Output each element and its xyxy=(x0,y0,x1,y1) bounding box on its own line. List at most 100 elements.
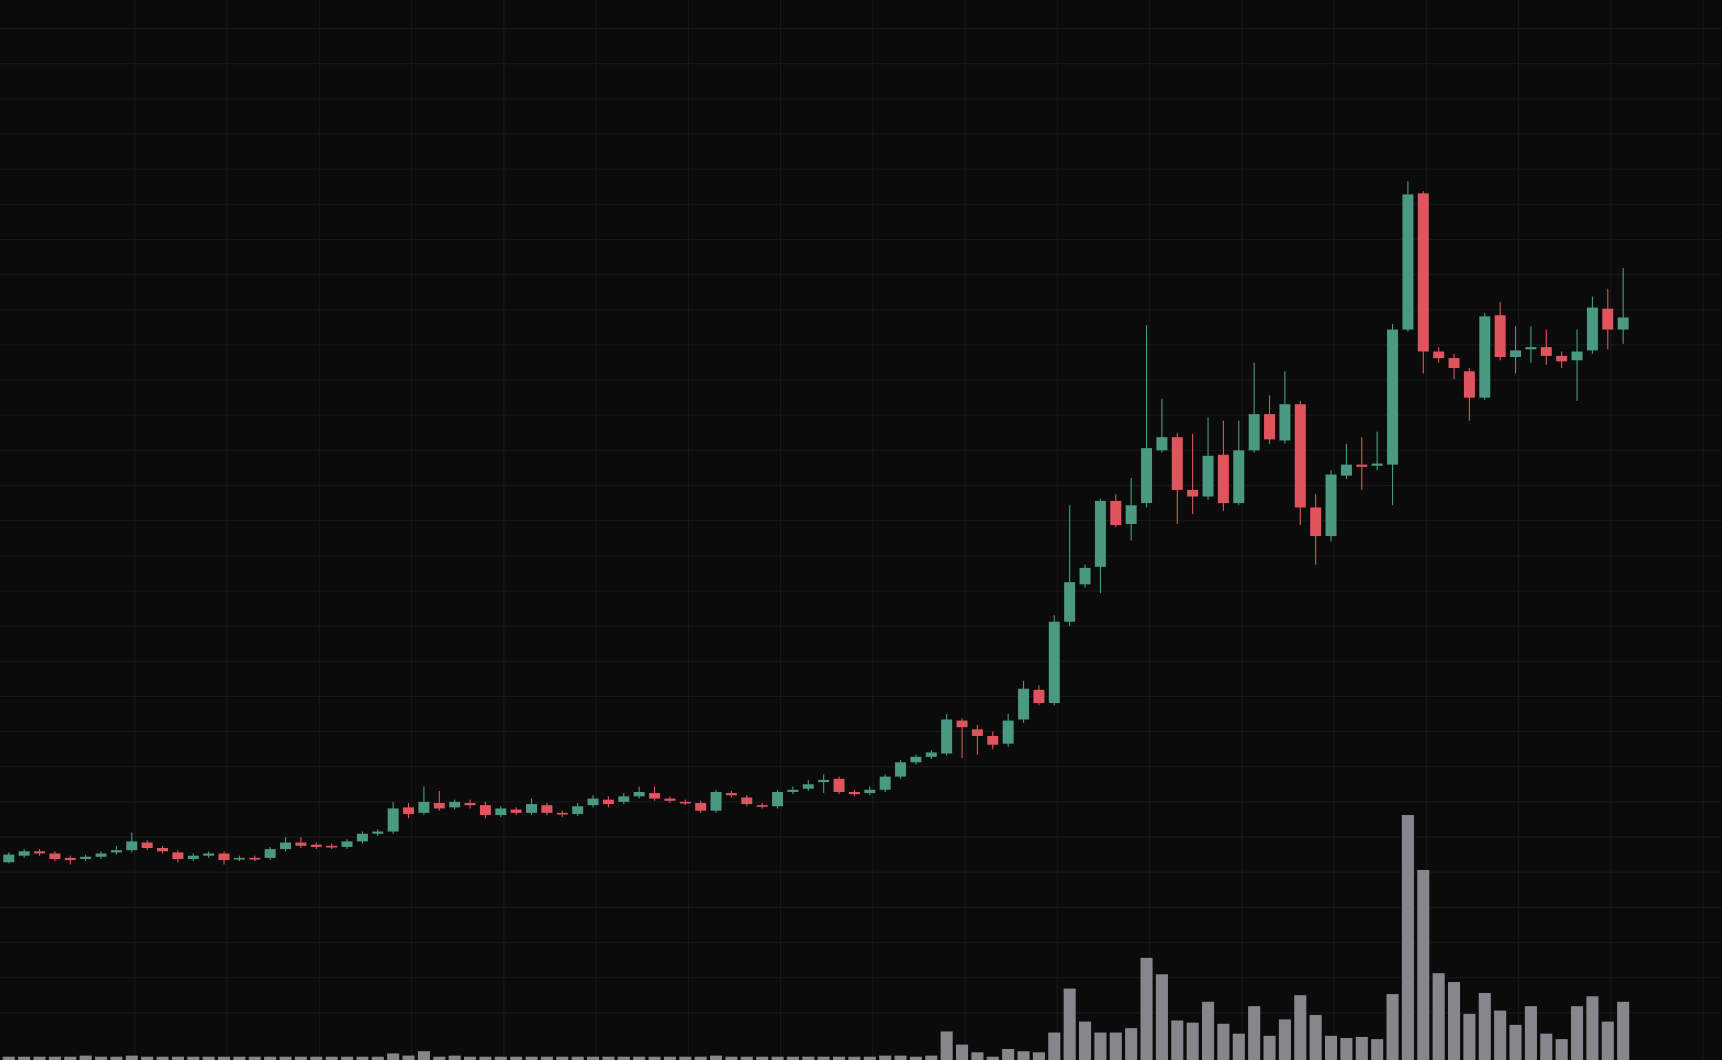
volume-bar xyxy=(479,1056,492,1060)
volume-bar xyxy=(1171,1020,1184,1060)
candle-body xyxy=(1617,317,1629,330)
volume-bar xyxy=(848,1056,861,1060)
candle-body xyxy=(310,844,322,847)
candle-body xyxy=(772,791,784,807)
volume-bar xyxy=(802,1056,815,1060)
candle-body xyxy=(264,849,276,858)
candle-body xyxy=(925,752,937,757)
volume-bar xyxy=(817,1056,830,1060)
volume-bar xyxy=(264,1056,277,1060)
volume-bar xyxy=(141,1056,154,1060)
volume-bar xyxy=(48,1056,61,1060)
candle-body xyxy=(64,857,76,861)
volume-bar xyxy=(971,1052,984,1060)
volume-bar xyxy=(310,1056,323,1060)
candle-body xyxy=(787,789,799,792)
volume-bar xyxy=(602,1056,615,1060)
candle-body xyxy=(1002,720,1014,744)
candle-body xyxy=(1125,505,1137,524)
candle-body xyxy=(1525,347,1537,350)
volume-bar xyxy=(879,1055,892,1060)
volume-bar xyxy=(1309,1014,1322,1060)
volume-bar xyxy=(371,1056,384,1060)
candle-body xyxy=(1171,437,1183,490)
volume-bar xyxy=(248,1056,261,1060)
candle-body xyxy=(848,791,860,795)
volume-bar xyxy=(940,1031,953,1060)
candle-body xyxy=(725,793,737,796)
candle-body xyxy=(1417,193,1429,352)
volume-bar xyxy=(1355,1036,1368,1060)
volume-bar xyxy=(1232,1033,1245,1060)
volume-bar xyxy=(1509,1024,1522,1060)
volume-bar xyxy=(448,1055,461,1060)
volume-bar xyxy=(125,1055,138,1060)
candle-body xyxy=(649,793,661,799)
volume-bar xyxy=(1094,1032,1107,1060)
volume-bar xyxy=(294,1056,307,1060)
candle-body xyxy=(1202,455,1214,497)
candle-body xyxy=(1387,329,1399,465)
volume-bar xyxy=(463,1056,477,1060)
candle-body xyxy=(1310,507,1322,537)
volume-bar xyxy=(94,1056,108,1060)
volume-bar xyxy=(1248,1006,1261,1060)
candle-body xyxy=(1217,454,1229,504)
candle-body xyxy=(587,798,599,806)
candle-body xyxy=(664,798,676,801)
volume-bar xyxy=(1186,1022,1199,1060)
candle-body xyxy=(710,791,722,811)
volume-bar xyxy=(540,1056,553,1060)
volume-bar xyxy=(387,1053,400,1060)
volume-bar xyxy=(648,1056,661,1060)
candle-body xyxy=(295,842,307,846)
candle-body xyxy=(34,851,46,854)
candle-body xyxy=(218,853,230,861)
volume-bar xyxy=(1524,1006,1537,1060)
volume-bar xyxy=(1263,1035,1276,1060)
volume-bar xyxy=(1294,995,1307,1060)
volume-bar xyxy=(1432,973,1445,1060)
volume-bar xyxy=(1570,1006,1584,1060)
volume-bar xyxy=(863,1056,876,1060)
candle-body xyxy=(864,789,876,794)
volume-bar xyxy=(1371,1039,1384,1060)
volume-bar xyxy=(1048,1032,1061,1060)
candle-body xyxy=(187,855,199,859)
candle-body xyxy=(372,831,384,834)
volume-bar xyxy=(909,1056,922,1060)
volume-bar xyxy=(1617,1001,1630,1060)
candle-body xyxy=(1064,582,1076,622)
volume-bar xyxy=(1386,994,1399,1060)
volume-bar xyxy=(494,1056,507,1060)
candle-body xyxy=(326,845,338,848)
volume-bar xyxy=(110,1056,123,1060)
candle-body xyxy=(418,801,430,813)
candle-body xyxy=(1156,437,1168,451)
candle-body xyxy=(1540,347,1552,356)
candle-body xyxy=(987,735,999,745)
candle-body xyxy=(1356,464,1368,467)
volume-bar xyxy=(417,1051,430,1060)
candle-body xyxy=(356,833,368,842)
volume-bar xyxy=(1324,1035,1338,1060)
volume-bar xyxy=(1555,1039,1568,1060)
volume-bar xyxy=(233,1056,246,1060)
candle-body xyxy=(403,807,415,814)
candle-body xyxy=(110,850,122,853)
volume-bar xyxy=(1417,869,1430,1060)
volume-bar xyxy=(1109,1032,1122,1060)
volume-bar xyxy=(955,1044,969,1060)
volume-bar xyxy=(1017,1051,1030,1060)
volume-bar xyxy=(1494,1010,1507,1060)
candle-body xyxy=(910,756,922,763)
volume-bar xyxy=(2,1056,15,1060)
candle-body xyxy=(756,805,768,807)
candle-body xyxy=(1294,404,1306,508)
volume-bar xyxy=(1478,992,1491,1060)
volume-bar xyxy=(1601,1021,1614,1060)
candle-body xyxy=(572,806,584,814)
candle-body xyxy=(618,796,630,802)
